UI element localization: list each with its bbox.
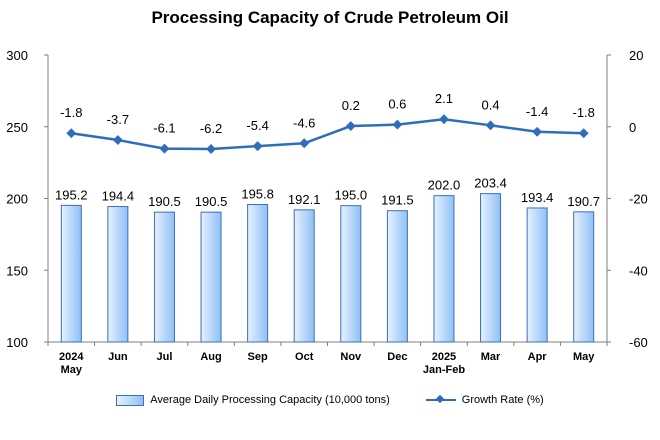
bar [60,204,82,343]
legend-label-growth: Growth Rate (%) [461,394,544,406]
growth-rate-marker [66,128,77,139]
x-tick-label: Mar [481,351,501,363]
y-tick-label-right: 20 [629,48,643,63]
y-tick-label-left: 150 [6,263,28,278]
y-tick-label-right: -40 [629,263,648,278]
bar [293,209,315,343]
line-value-label: -1.4 [526,104,548,119]
line-value-label: -1.8 [60,105,82,120]
growth-rate-marker [159,143,170,154]
bar-value-label: 195.2 [55,187,88,202]
x-tick-label: 2025 Jan-Feb [423,351,465,376]
y-tick-label-left: 250 [6,120,28,135]
line-value-label: 0.4 [482,97,500,112]
y-tick-label-left: 200 [6,192,28,207]
y-tick-label-right: -60 [629,335,648,350]
legend-item-growth: Growth Rate (%) [425,394,544,406]
growth-rate-marker [299,138,310,149]
x-tick-label: Aug [200,351,221,363]
line-value-label: -6.1 [153,121,175,136]
bar-value-label: 190.5 [148,194,181,209]
y-tick-label-left: 100 [6,335,28,350]
growth-rate-marker [392,119,403,130]
legend-label-capacity: Average Daily Processing Capacity (10,00… [150,394,390,406]
bar-value-label: 195.8 [241,187,274,202]
x-tick-label: Jun [108,351,128,363]
growth-rate-marker [532,126,543,137]
legend-swatch-capacity [116,394,145,406]
chart-legend: Average Daily Processing Capacity (10,00… [0,394,660,406]
y-tick-label-right: -20 [629,192,648,207]
x-tick-label: May [573,351,595,363]
growth-rate-marker [345,121,356,131]
bar [573,211,595,343]
bar-value-label: 190.5 [195,194,228,209]
x-tick-label: 2024 May [59,351,84,376]
growth-rate-marker [578,128,589,139]
bar [480,193,502,343]
line-value-label: -3.7 [107,112,129,127]
growth-rate-marker [439,114,449,125]
line-value-label: -5.4 [246,118,268,133]
x-tick-label: Apr [528,351,548,363]
bar [107,206,129,343]
x-tick-label: Jul [157,351,173,363]
bar [433,195,455,343]
bar [340,205,362,343]
bar-value-label: 190.7 [567,194,600,209]
bar-value-label: 202.0 [428,178,461,193]
growth-rate-marker [206,144,216,154]
line-value-label: -6.2 [200,121,222,136]
bar [386,210,408,343]
bar-value-label: 193.4 [521,190,554,205]
bar-value-label: 191.5 [381,193,414,208]
bar-value-label: 203.4 [474,176,507,191]
line-value-label: -4.6 [293,115,315,130]
growth-rate-line [71,117,584,151]
growth-rate-marker [485,120,496,131]
line-value-label: 0.6 [388,97,406,112]
line-value-label: -1.8 [573,105,595,120]
x-tick-label: Nov [340,351,362,363]
line-value-label: 2.1 [435,91,453,106]
growth-rate-marker [112,135,123,145]
y-tick-label-right: 0 [629,120,636,135]
x-tick-label: Dec [387,351,407,363]
line-value-label: 0.2 [342,98,360,113]
bar-value-label: 194.4 [102,189,135,204]
growth-rate-marker [252,141,263,152]
chart-title: Processing Capacity of Crude Petroleum O… [151,8,509,27]
y-tick-label-left: 300 [6,48,28,63]
bar [526,207,548,343]
x-tick-label: Sep [248,351,268,363]
bar [153,211,175,343]
bar-value-label: 195.0 [335,188,368,203]
bar-value-label: 192.1 [288,192,321,207]
bar [200,211,222,343]
x-tick-label: Oct [295,351,314,363]
legend-item-capacity: Average Daily Processing Capacity (10,00… [116,394,390,406]
bar [247,204,269,343]
legend-line-growth [425,399,456,401]
